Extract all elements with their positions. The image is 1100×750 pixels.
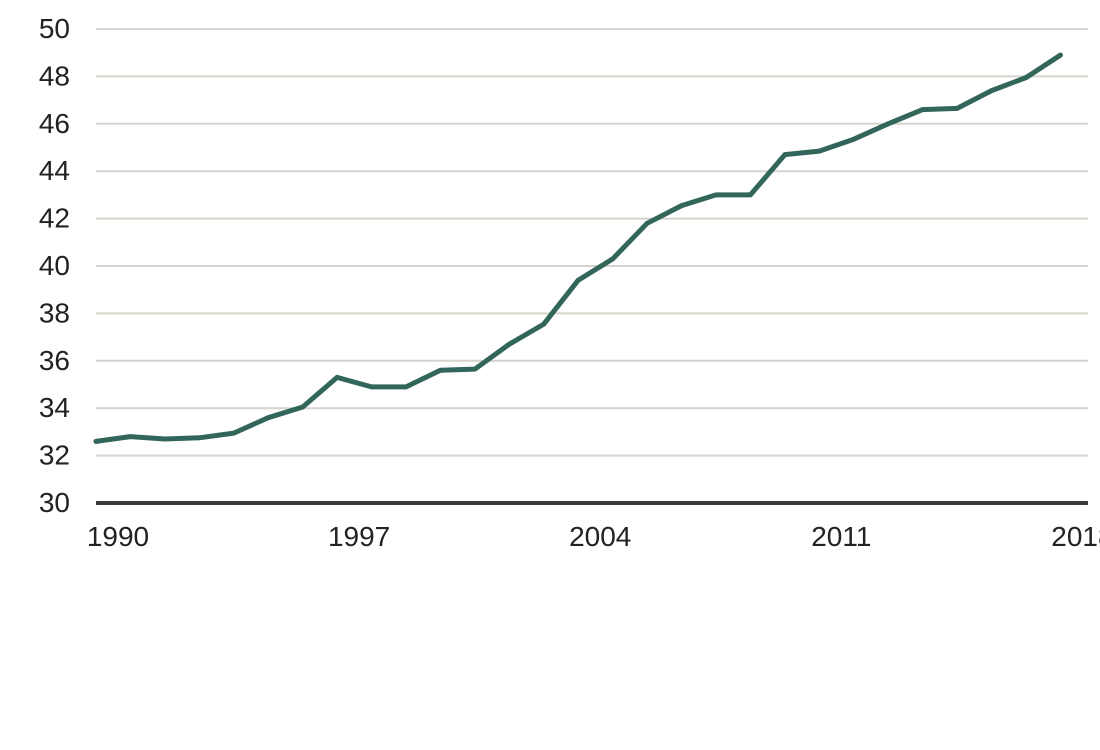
data-point [713,192,719,198]
data-point [1023,75,1029,80]
x-tick-label: 1997 [328,521,390,552]
grid-layer [96,28,1088,505]
data-point [506,341,512,347]
data-point [300,404,306,410]
data-point [575,277,581,283]
y-tick-label: 42 [39,203,70,234]
data-point [885,121,891,127]
data-point [816,148,822,154]
data-point [231,430,237,436]
data-point [128,434,133,440]
y-axis-ticks: 30 32 34 36 38 40 42 44 46 48 50 [39,13,70,518]
data-point [334,374,340,380]
data-point [196,435,202,441]
y-tick-label: 50 [39,13,70,44]
data-point [438,367,443,373]
data-point [162,436,168,442]
x-tick-label: 2018 [1051,521,1100,552]
series-line [93,52,1063,444]
x-tick-label: 1990 [87,521,149,552]
y-tick-label: 36 [39,345,70,376]
data-point [644,220,650,226]
series-layer [93,52,1063,444]
x-tick-label: 2011 [811,521,871,552]
data-point [782,152,788,158]
data-point [369,384,374,390]
y-tick-label: 40 [39,250,70,281]
data-point [679,203,684,208]
y-tick-label: 32 [39,440,70,471]
y-tick-label: 44 [39,155,70,186]
y-tick-label: 46 [39,108,70,139]
x-tick-label: 2004 [569,521,631,552]
y-tick-label: 48 [39,60,70,91]
data-point [472,366,478,372]
data-point [989,88,994,94]
y-tick-label: 30 [39,487,70,518]
data-point [851,136,857,142]
data-point [541,321,547,327]
data-point [954,105,960,111]
data-point [920,107,926,112]
y-tick-label: 34 [39,392,70,423]
y-tick-label: 38 [39,297,70,328]
data-point [748,192,753,198]
data-point [610,256,616,262]
data-point [403,384,409,390]
data-point [93,438,99,444]
x-axis-ticks: 1990 1997 2004 2011 2018 [87,521,1100,552]
data-point [265,415,271,421]
data-point [1058,52,1063,58]
